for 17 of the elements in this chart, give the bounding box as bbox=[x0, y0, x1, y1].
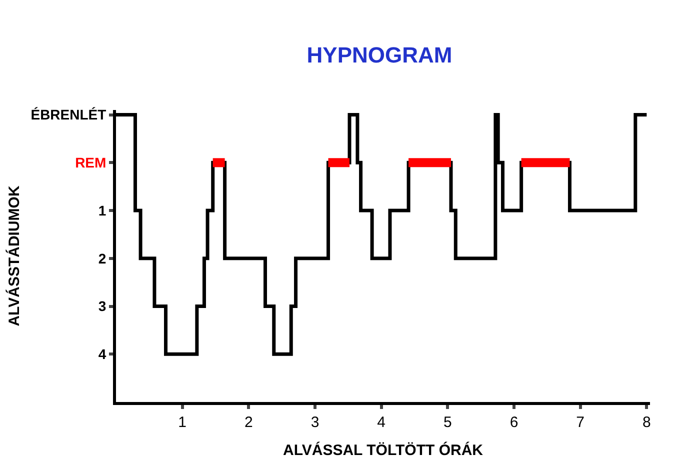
x-axis-title: ALVÁSSAL TÖLTÖTT ÓRÁK bbox=[283, 441, 484, 459]
y-tick-label: 2 bbox=[98, 250, 106, 266]
x-tick-label: 6 bbox=[510, 414, 518, 431]
x-tick-label: 7 bbox=[576, 414, 585, 431]
y-tick-label: REM bbox=[75, 154, 106, 171]
x-tick-label: 3 bbox=[310, 414, 320, 431]
y-tick-label: 4 bbox=[98, 346, 106, 362]
x-tick-label: 8 bbox=[642, 414, 651, 431]
y-axis-title: ALVÁSSTÁDIUMOK bbox=[4, 186, 23, 326]
chart-title: HYPNOGRAM bbox=[306, 42, 452, 68]
y-tick-label: 3 bbox=[98, 298, 106, 314]
x-tick-label: 5 bbox=[444, 414, 452, 431]
x-tick-label: 1 bbox=[178, 414, 187, 431]
y-tick-label: ÉBRENLÉT bbox=[30, 106, 107, 123]
y-tick-label: 1 bbox=[98, 202, 106, 218]
x-tick-label: 2 bbox=[244, 414, 253, 431]
x-tick-label: 4 bbox=[377, 414, 386, 431]
